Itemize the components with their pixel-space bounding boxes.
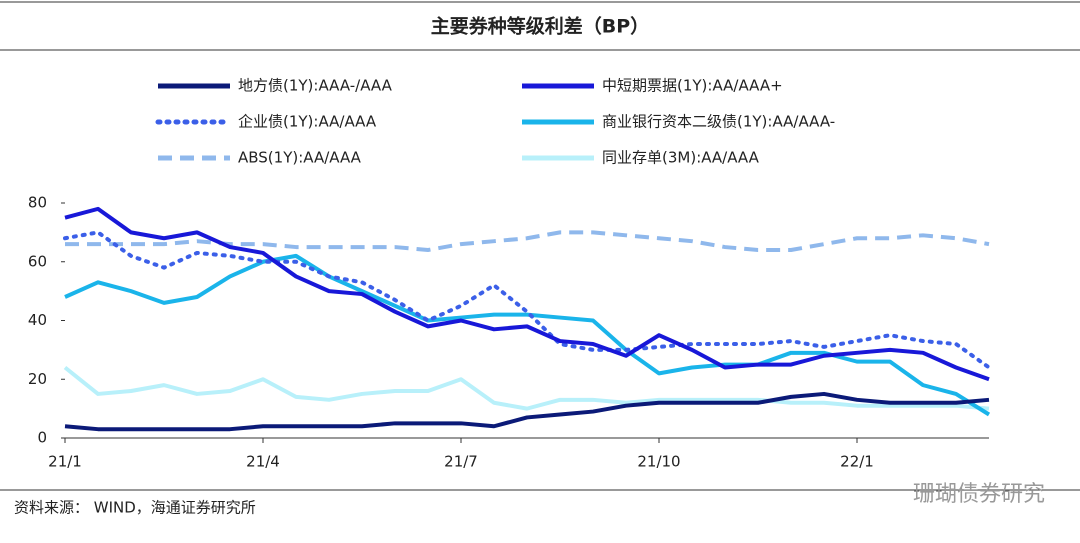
watermark: 珊瑚债券研究 <box>913 482 1045 507</box>
legend-label: 同业存单(3M):AA/AAA <box>602 149 760 167</box>
source: 资料来源： WIND，海通证券研究所 <box>14 499 256 517</box>
chart-title: 主要券种等级利差（BP） <box>431 15 649 38</box>
y-tick-label: 60 <box>28 252 47 270</box>
y-tick-label: 40 <box>28 311 47 329</box>
x-tick-label: 22/1 <box>840 453 874 471</box>
x-tick-label: 21/4 <box>246 453 280 471</box>
y-tick-label: 0 <box>37 429 47 447</box>
x-tick-label: 21/10 <box>637 453 680 471</box>
x-tick-label: 21/1 <box>48 453 82 471</box>
legend-label: ABS(1Y):AA/AAA <box>238 149 362 167</box>
y-tick-label: 20 <box>28 370 47 388</box>
legend-label: 地方债(1Y):AAA-/AAA <box>238 77 393 95</box>
series-line <box>64 391 990 432</box>
legend-label: 企业债(1Y):AA/AAA <box>238 113 377 131</box>
series-line <box>64 253 991 417</box>
series-line <box>63 365 990 411</box>
y-tick-label: 80 <box>28 194 47 212</box>
x-tick-label: 21/7 <box>444 453 478 471</box>
series-line <box>63 230 991 370</box>
legend-label: 商业银行资本二级债(1Y):AA/AAA- <box>602 113 835 131</box>
series-line <box>64 206 990 382</box>
legend-label: 中短期票据(1Y):AA/AAA+ <box>602 77 783 95</box>
